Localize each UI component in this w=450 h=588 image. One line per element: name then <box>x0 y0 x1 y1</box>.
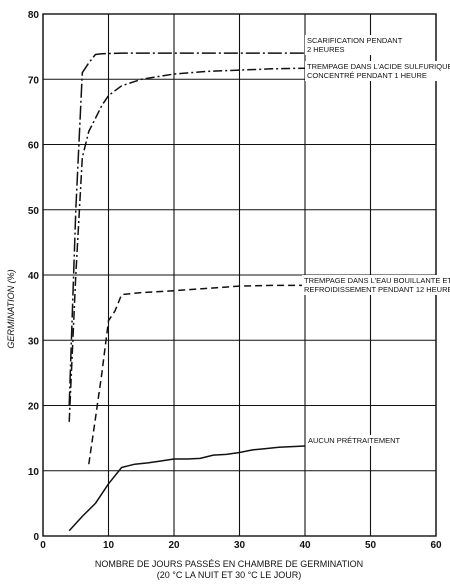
series-line-4 <box>68 445 306 532</box>
x-tick-label: 60 <box>430 540 442 551</box>
annotation-background <box>306 435 398 446</box>
x-tick-label: 40 <box>299 540 311 551</box>
series-line-2 <box>68 67 306 422</box>
y-tick-label: 40 <box>28 271 40 282</box>
y-tick-label: 20 <box>28 402 40 413</box>
series-line-1 <box>68 52 305 406</box>
y-tick-label: 30 <box>28 336 40 347</box>
annotation-background <box>302 275 450 295</box>
x-axis-label-line1: NOMBRE DE JOURS PASSÉS EN CHAMBRE DE GER… <box>95 559 363 569</box>
x-axis-label-line2: (20 °C LA NUIT ET 30 °C LE JOUR) <box>157 570 301 580</box>
x-tick-label: 10 <box>103 540 115 551</box>
y-tick-label: 60 <box>28 141 40 152</box>
series-annotation-2: TREMPAGE DANS L'ACIDE SULFURIQUE <box>307 62 450 71</box>
series-annotation-3: TREMPAGE DANS L'EAU BOUILLANTE ET <box>304 276 450 285</box>
x-tick-label: 30 <box>234 540 246 551</box>
y-axis-label: GERMINATION (%) <box>6 269 16 348</box>
x-tick-label: 50 <box>365 540 377 551</box>
series-annotation-3: REFROIDISSEMENT PENDANT 12 HEURES <box>304 285 450 294</box>
x-tick-label: 0 <box>40 540 46 551</box>
x-tick-label: 20 <box>168 540 180 551</box>
tick-labels: 0 10 20 30 40 50 60 0 10 20 30 40 50 60 70 80 <box>28 10 442 551</box>
y-tick-label: 70 <box>28 75 40 86</box>
annotation-background <box>305 61 450 81</box>
series-annotation-4: AUCUN PRÉTRAITEMENT <box>308 436 401 445</box>
series-annotation-1: SCARIFICATION PENDANT <box>307 36 403 45</box>
y-tick-label: 50 <box>28 206 40 217</box>
series-line-3 <box>88 284 305 465</box>
y-tick-label: 0 <box>33 532 39 543</box>
y-tick-label: 80 <box>28 10 40 21</box>
annotation-background <box>305 35 406 55</box>
series-lines <box>68 52 306 532</box>
series-annotation-1: 2 HEURES <box>307 45 345 54</box>
series-annotation-2: CONCENTRÉ PENDANT 1 HEURE <box>307 71 427 80</box>
y-tick-label: 10 <box>28 467 40 478</box>
